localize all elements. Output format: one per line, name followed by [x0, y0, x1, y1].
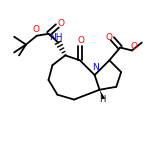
Text: O: O — [130, 42, 137, 51]
Text: O: O — [32, 25, 39, 34]
Text: O: O — [106, 33, 113, 42]
Text: NH: NH — [49, 33, 62, 42]
Text: O: O — [58, 19, 65, 28]
Polygon shape — [100, 90, 105, 99]
Text: O: O — [77, 36, 84, 45]
Text: H: H — [99, 95, 106, 104]
Text: N: N — [92, 63, 99, 72]
